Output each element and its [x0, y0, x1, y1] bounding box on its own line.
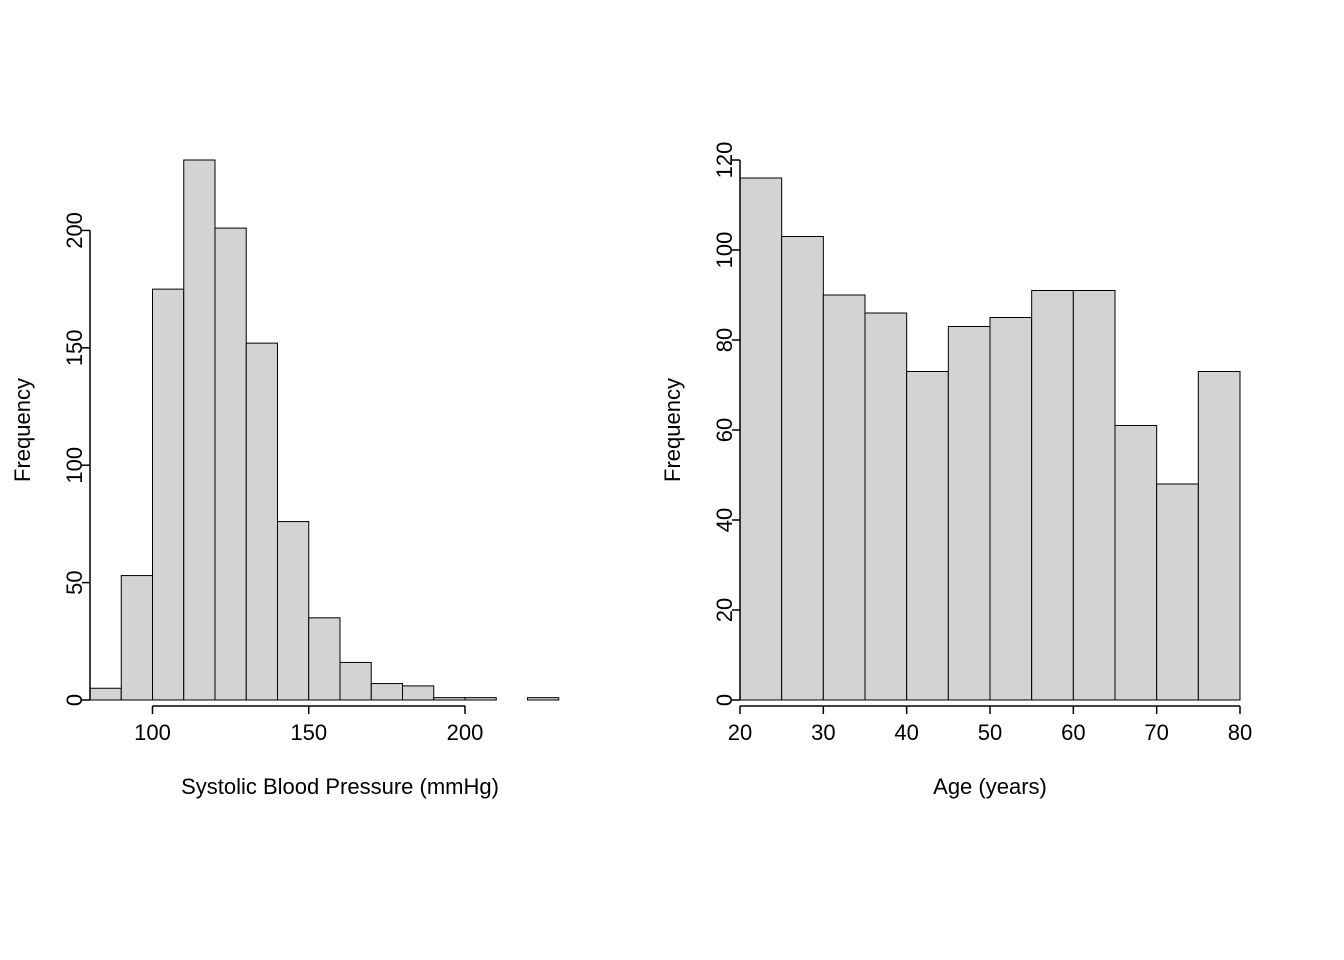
age-histogram-bar	[1115, 426, 1157, 701]
bp-histogram-ylabel: Frequency	[10, 378, 35, 482]
bp-histogram-xlabel: Systolic Blood Pressure (mmHg)	[181, 774, 499, 799]
age-histogram-bar	[865, 313, 907, 700]
age-histogram-bar	[1073, 291, 1115, 701]
age-histogram-bar	[1032, 291, 1074, 701]
bp-histogram-x-tick-label: 100	[134, 720, 171, 745]
age-histogram-x-tick-label: 70	[1144, 720, 1168, 745]
bp-histogram-y-tick-label: 200	[62, 212, 87, 249]
bp-histogram-bar	[371, 684, 402, 700]
bp-histogram-bar	[309, 618, 340, 700]
age-histogram-y-tick-label: 80	[712, 328, 737, 352]
age-histogram-bar	[823, 295, 865, 700]
age-histogram-x-tick-label: 40	[894, 720, 918, 745]
chart-canvas: 050100150200100150200Systolic Blood Pres…	[0, 0, 1344, 960]
bp-histogram-bar	[246, 343, 277, 700]
age-histogram-y-tick-label: 100	[712, 232, 737, 269]
bp-histogram-bar	[340, 662, 371, 700]
bp-histogram-bar	[121, 576, 152, 700]
bp-histogram-x-tick-label: 200	[447, 720, 484, 745]
age-histogram-y-tick-label: 20	[712, 598, 737, 622]
age-histogram-x-tick-label: 80	[1228, 720, 1252, 745]
bp-histogram-y-tick-label: 50	[62, 570, 87, 594]
age-histogram-bar	[907, 372, 949, 701]
bp-histogram-bar	[184, 160, 215, 700]
bp-histogram-y-tick-label: 0	[62, 694, 87, 706]
bp-histogram-bar	[434, 698, 465, 700]
age-histogram-bar	[948, 327, 990, 701]
bp-histogram-bar	[153, 289, 184, 700]
chart-svg: 050100150200100150200Systolic Blood Pres…	[0, 0, 1344, 960]
bp-histogram-bar	[465, 698, 496, 700]
age-histogram-x-tick-label: 30	[811, 720, 835, 745]
bp-histogram-bar	[403, 686, 434, 700]
bp-histogram-bar	[90, 688, 121, 700]
age-histogram-y-tick-label: 40	[712, 508, 737, 532]
bp-histogram-bar	[278, 522, 309, 700]
bp-histogram: 0 50 100 150 200 100 150 200 Systolic Blood Pres…	[10, 160, 559, 799]
age-histogram-y-tick-label: 60	[712, 418, 737, 442]
bp-histogram-bar	[528, 698, 559, 700]
bp-histogram-bar	[215, 228, 246, 700]
bp-histogram-x-tick-label: 150	[290, 720, 327, 745]
bp-histogram-y-tick-label: 100	[62, 447, 87, 484]
age-histogram: 0 20 40 60 80 100 120 20 30 40 50 60 70 80 Age (years)…	[660, 142, 1252, 799]
age-histogram-x-tick-label: 50	[978, 720, 1002, 745]
age-histogram-ylabel: Frequency	[660, 378, 685, 482]
age-histogram-bar	[1198, 372, 1240, 701]
bp-histogram-y-tick-label: 150	[62, 329, 87, 366]
age-histogram-bar	[782, 237, 824, 701]
age-histogram-bar	[740, 178, 782, 700]
age-histogram-bar	[1157, 484, 1199, 700]
age-histogram-x-tick-label: 60	[1061, 720, 1085, 745]
age-histogram-bar	[990, 318, 1032, 701]
age-histogram-y-tick-label: 0	[712, 694, 737, 706]
age-histogram-y-tick-label: 120	[712, 142, 737, 179]
age-histogram-xlabel: Age (years)	[933, 774, 1047, 799]
age-histogram-x-tick-label: 20	[728, 720, 752, 745]
